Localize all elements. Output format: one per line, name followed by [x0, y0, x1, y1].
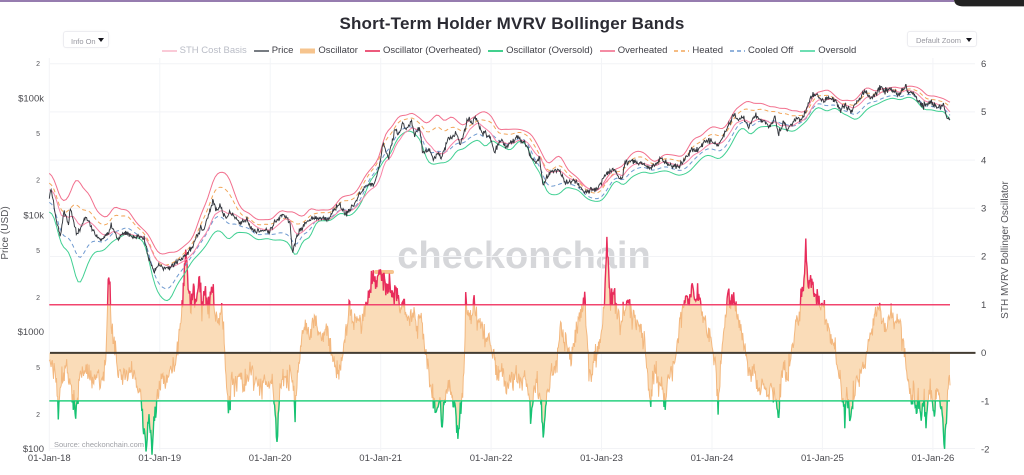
svg-text:$100k: $100k [18, 93, 44, 104]
svg-text:2: 2 [36, 295, 40, 302]
svg-text:01-Jan-25: 01-Jan-25 [801, 453, 844, 464]
svg-text:2: 2 [36, 177, 40, 184]
svg-text:6: 6 [981, 59, 986, 70]
svg-text:01-Jan-21: 01-Jan-21 [359, 453, 402, 464]
svg-text:-1: -1 [981, 396, 989, 407]
svg-text:$10k: $10k [23, 210, 44, 221]
svg-text:2: 2 [36, 412, 40, 419]
svg-text:01-Jan-26: 01-Jan-26 [912, 453, 955, 464]
svg-text:01-Jan-22: 01-Jan-22 [470, 453, 513, 464]
svg-text:01-Jan-20: 01-Jan-20 [249, 453, 292, 464]
svg-text:5: 5 [36, 248, 40, 255]
svg-text:Source: checkonchain.com: Source: checkonchain.com [54, 440, 144, 449]
svg-text:3: 3 [981, 204, 986, 215]
svg-text:01-Jan-23: 01-Jan-23 [580, 453, 623, 464]
svg-text:Price (USD): Price (USD) [0, 206, 11, 259]
svg-text:5: 5 [36, 131, 40, 138]
svg-text:01-Jan-18: 01-Jan-18 [28, 453, 71, 464]
svg-text:$1000: $1000 [18, 327, 44, 338]
svg-text:5: 5 [981, 107, 986, 118]
svg-text:STH MVRV Bollinger Oscillator: STH MVRV Bollinger Oscillator [1000, 181, 1011, 319]
svg-text:5: 5 [36, 365, 40, 372]
svg-text:0: 0 [981, 348, 986, 359]
svg-text:-2: -2 [981, 445, 989, 456]
svg-text:1: 1 [981, 300, 986, 311]
svg-text:4: 4 [981, 155, 986, 166]
svg-text:01-Jan-24: 01-Jan-24 [691, 453, 734, 464]
svg-text:2: 2 [36, 61, 40, 68]
svg-text:01-Jan-19: 01-Jan-19 [138, 453, 181, 464]
svg-text:$100: $100 [23, 444, 44, 455]
svg-text:2: 2 [981, 252, 986, 263]
